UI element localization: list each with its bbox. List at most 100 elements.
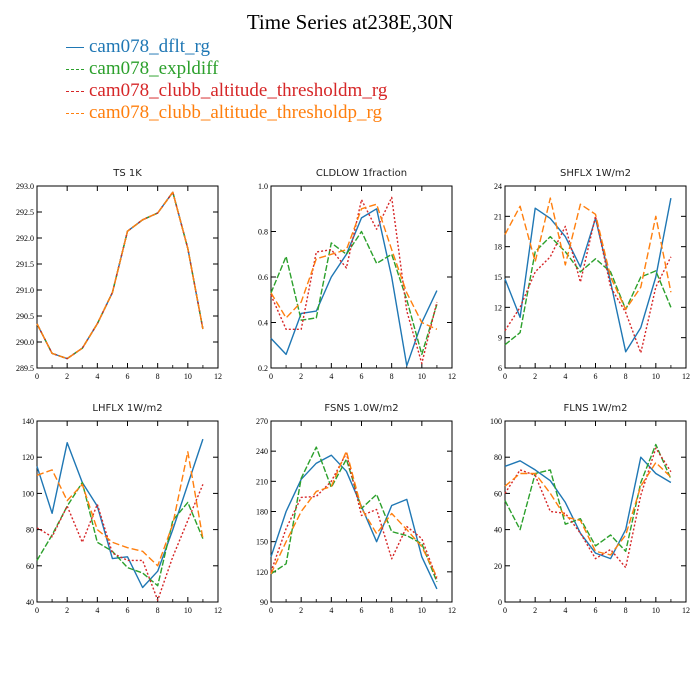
x-tick-label: 0: [269, 372, 273, 381]
y-tick-label: 292.0: [16, 234, 34, 243]
y-tick-label: 15: [494, 273, 502, 282]
x-tick-label: 6: [126, 606, 130, 615]
x-tick-label: 2: [299, 372, 303, 381]
legend-label: cam078_expldiff: [89, 58, 219, 79]
y-tick-label: 290.5: [16, 312, 34, 321]
x-tick-label: 0: [503, 606, 507, 615]
y-tick-label: 60: [494, 489, 502, 498]
x-tick-label: 12: [448, 372, 456, 381]
plot-frame: [36, 185, 219, 369]
legend-item: cam078_dflt_rg: [66, 36, 387, 58]
series-line: [36, 451, 204, 567]
x-tick-label: 4: [95, 606, 99, 615]
chart-title: SHFLX 1W/m2: [560, 168, 631, 179]
x-tick-label: 0: [35, 606, 39, 615]
legend-swatch: [66, 90, 84, 92]
plot-frame: [504, 420, 687, 603]
y-tick-label: 293.0: [16, 182, 34, 191]
series-line: [504, 447, 672, 569]
y-tick-label: 18: [494, 243, 502, 252]
series-line: [504, 461, 672, 556]
x-tick-label: 2: [65, 606, 69, 615]
y-tick-label: 1.0: [258, 182, 268, 191]
y-tick-label: 0.8: [258, 228, 268, 237]
chart-panel: FLNS 1W/m2 0 2 4 6 8 10 12 0 20 40 60 80 100: [490, 403, 690, 615]
x-tick-label: 12: [682, 606, 690, 615]
x-tick-label: 12: [214, 372, 222, 381]
y-tick-label: 120: [256, 568, 268, 577]
x-tick-label: 4: [563, 606, 567, 615]
x-tick-label: 8: [624, 372, 628, 381]
x-tick-label: 8: [624, 606, 628, 615]
legend-label: cam078_clubb_altitude_thresholdm_rg: [89, 80, 388, 101]
plot-frame: [270, 185, 453, 369]
y-tick-label: 20: [494, 562, 502, 571]
series-line: [36, 191, 204, 360]
y-tick-label: 6: [498, 364, 502, 373]
series-line: [270, 454, 438, 590]
series-line: [36, 484, 204, 601]
x-tick-label: 4: [329, 372, 333, 381]
y-tick-label: 0.2: [258, 364, 268, 373]
x-tick-label: 6: [594, 606, 598, 615]
series-line: [36, 191, 204, 360]
y-tick-label: 270: [256, 417, 268, 426]
series-line: [36, 191, 204, 360]
y-tick-label: 90: [260, 598, 268, 607]
x-tick-label: 0: [503, 372, 507, 381]
x-tick-label: 4: [329, 606, 333, 615]
x-tick-label: 12: [448, 606, 456, 615]
x-tick-label: 10: [184, 606, 192, 615]
x-tick-label: 4: [563, 372, 567, 381]
x-tick-label: 2: [65, 372, 69, 381]
y-tick-label: 150: [256, 538, 268, 547]
plot-frame: [270, 420, 453, 603]
page-title: Time Series at238E,30N: [246, 10, 454, 34]
chart-panel: CLDLOW 1fraction 0 2 4 6 8 10 12 0.2 0.4 0.6 0.8 1.0: [258, 168, 456, 381]
chart-title: CLDLOW 1fraction: [316, 168, 407, 179]
legend-swatch: [66, 112, 84, 114]
series-line: [270, 203, 438, 330]
legend-label: cam078_clubb_altitude_thresholdp_rg: [89, 102, 383, 123]
legend-label: cam078_dflt_rg: [89, 36, 211, 57]
y-tick-label: 240: [256, 447, 268, 456]
y-tick-label: 40: [494, 526, 502, 535]
y-tick-label: 140: [22, 417, 34, 426]
y-tick-label: 24: [494, 182, 502, 191]
x-tick-label: 12: [682, 372, 690, 381]
legend-swatch: [66, 46, 84, 48]
y-tick-label: 0.6: [258, 273, 268, 282]
series-line: [270, 196, 438, 365]
chart-panel: TS 1K 0 2 4 6 8 10 12 289.5 290.0 290.5 291.0 291.5 2…: [16, 168, 222, 381]
chart-panel: LHFLX 1W/m2 0 2 4 6 8 10 12 40 60 80 100 120 140: [22, 403, 222, 615]
x-tick-label: 10: [418, 606, 426, 615]
y-tick-label: 291.5: [16, 260, 34, 269]
series-line: [270, 452, 438, 580]
y-tick-label: 0: [498, 598, 502, 607]
series-line: [270, 450, 438, 578]
x-tick-label: 2: [533, 372, 537, 381]
series-line: [504, 456, 672, 560]
series-line: [36, 438, 204, 589]
y-tick-label: 100: [22, 489, 34, 498]
y-tick-label: 291.0: [16, 286, 34, 295]
y-tick-label: 290.0: [16, 338, 34, 347]
series-line: [504, 197, 672, 311]
x-tick-label: 0: [35, 372, 39, 381]
y-tick-label: 80: [26, 526, 34, 535]
x-tick-label: 6: [126, 372, 130, 381]
chart-title: FSNS 1.0W/m2: [324, 403, 398, 414]
x-tick-label: 8: [390, 372, 394, 381]
y-tick-label: 289.5: [16, 364, 34, 373]
chart-title: TS 1K: [112, 168, 142, 179]
chart-panel: FSNS 1.0W/m2 0 2 4 6 8 10 12 90 120 150 180 210 240 27…: [256, 403, 456, 615]
x-tick-label: 6: [594, 372, 598, 381]
y-tick-label: 60: [26, 562, 34, 571]
y-tick-label: 292.5: [16, 208, 34, 217]
x-tick-label: 10: [652, 372, 660, 381]
series-line: [504, 443, 672, 552]
x-tick-label: 10: [418, 372, 426, 381]
x-tick-label: 2: [299, 606, 303, 615]
